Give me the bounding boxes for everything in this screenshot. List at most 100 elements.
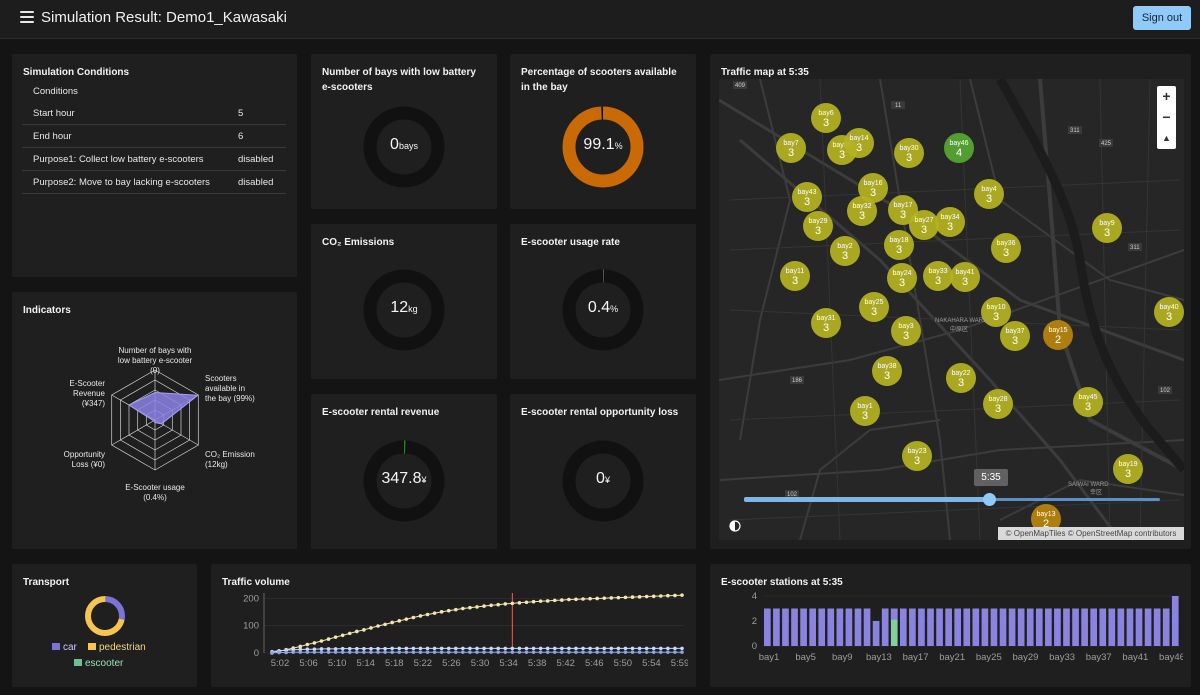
data-point bbox=[595, 596, 599, 601]
bay-circle bbox=[850, 396, 880, 426]
data-point bbox=[658, 594, 663, 598]
revenue-unit: ¥ bbox=[421, 475, 427, 485]
data-point bbox=[319, 647, 324, 651]
data-point bbox=[284, 650, 288, 655]
legend-label-pedestrian: pedestrian bbox=[99, 642, 146, 653]
data-point bbox=[623, 595, 628, 600]
data-point bbox=[524, 650, 529, 654]
bay-circle bbox=[983, 389, 1013, 419]
usage-value: 0.4% bbox=[553, 299, 653, 317]
data-point bbox=[347, 650, 352, 654]
data-point bbox=[453, 607, 458, 612]
y-tick-label: 200 bbox=[243, 593, 259, 604]
data-point bbox=[616, 646, 621, 651]
data-point bbox=[637, 650, 642, 654]
data-point bbox=[673, 646, 677, 651]
data-point bbox=[411, 615, 416, 620]
road-number-labels: 409 11 311 425 311 186 102 102 bbox=[733, 81, 1172, 498]
co2-title: CO₂ Emissions bbox=[322, 237, 395, 248]
available-unit: % bbox=[614, 141, 623, 151]
data-point bbox=[630, 595, 635, 599]
zoom-in-button[interactable]: + bbox=[1162, 88, 1171, 104]
data-point bbox=[326, 650, 331, 654]
bar bbox=[1135, 608, 1143, 646]
bay-name: bay10 bbox=[986, 304, 1005, 311]
bay-name: bay46 bbox=[949, 140, 968, 147]
data-point bbox=[418, 650, 423, 654]
gauge-fill bbox=[562, 106, 644, 188]
transport-legend-escooter[interactable]: escooter bbox=[74, 658, 123, 669]
radar-area bbox=[127, 391, 200, 425]
bar bbox=[981, 608, 989, 646]
y-tick-label: 0 bbox=[752, 641, 757, 652]
bay-circle bbox=[844, 128, 874, 158]
data-point bbox=[510, 650, 515, 654]
bar bbox=[1026, 608, 1034, 646]
data-point bbox=[333, 650, 338, 654]
bay-circle bbox=[887, 263, 917, 293]
data-point bbox=[411, 650, 416, 654]
data-point bbox=[425, 646, 430, 651]
loss-gauge bbox=[562, 440, 644, 522]
bar bbox=[899, 608, 907, 646]
bar bbox=[999, 608, 1007, 646]
compass-button[interactable]: ▲ bbox=[1162, 133, 1171, 143]
data-point bbox=[567, 650, 571, 654]
bay-circle bbox=[950, 262, 980, 292]
bar bbox=[909, 608, 916, 646]
bar bbox=[963, 608, 971, 646]
bar bbox=[954, 608, 962, 646]
data-point bbox=[362, 646, 366, 651]
data-point bbox=[517, 650, 522, 654]
data-point bbox=[489, 650, 493, 654]
bay-count: 3 bbox=[856, 142, 862, 154]
page-title: Simulation Result: Demo1_Kawasaki bbox=[41, 9, 287, 26]
radar-label-co2: CO₂ Emission (12kg) bbox=[205, 450, 255, 469]
bay-name: bay28 bbox=[988, 396, 1007, 403]
bar bbox=[809, 608, 816, 646]
co2-gauge bbox=[363, 269, 445, 351]
bay-name: bay11 bbox=[786, 268, 805, 275]
zoom-out-button[interactable]: − bbox=[1162, 109, 1171, 125]
data-point bbox=[644, 646, 649, 651]
traffic-map-title: Traffic map at 5:35 bbox=[721, 67, 809, 78]
data-point bbox=[439, 610, 444, 614]
traffic-map[interactable]: bay6 3 bay7 3 bay35 3 bay14 3 bay30 3 bay46 4 bay16 3… bbox=[719, 79, 1184, 540]
road-number: 311 bbox=[1130, 245, 1140, 251]
bay-count: 3 bbox=[958, 377, 964, 389]
data-point bbox=[581, 650, 585, 654]
bar bbox=[782, 608, 789, 646]
menu-icon[interactable] bbox=[20, 11, 34, 25]
bay-name: bay2 bbox=[837, 243, 852, 250]
bar bbox=[1108, 608, 1116, 646]
bay-name: bay16 bbox=[863, 180, 882, 187]
traffic-volume-title: Traffic volume bbox=[222, 577, 290, 588]
bay-count: 3 bbox=[947, 221, 953, 233]
bay-count: 3 bbox=[815, 225, 821, 237]
bay-circle bbox=[1113, 454, 1143, 484]
contrast-icon[interactable] bbox=[729, 520, 741, 532]
time-slider-thumb[interactable] bbox=[983, 493, 996, 506]
bay-count: 3 bbox=[1085, 401, 1091, 413]
bar bbox=[1171, 596, 1179, 646]
bay-count: 2 bbox=[1055, 334, 1061, 346]
transport-legend-pedestrian[interactable]: pedestrian bbox=[88, 642, 146, 653]
gauge-fill bbox=[363, 440, 445, 522]
bay-circle bbox=[891, 316, 921, 346]
transport-legend-car[interactable]: car bbox=[52, 642, 77, 653]
data-point bbox=[658, 650, 663, 654]
bar bbox=[1072, 608, 1079, 646]
bay-count: 3 bbox=[906, 152, 912, 164]
map-attribution[interactable]: © OpenMapTiles © OpenStreetMap contribut… bbox=[998, 527, 1184, 540]
data-point bbox=[468, 605, 472, 610]
bay-name: bay14 bbox=[849, 135, 868, 142]
sign-out-button[interactable]: Sign out bbox=[1133, 6, 1191, 30]
data-point bbox=[666, 646, 670, 651]
